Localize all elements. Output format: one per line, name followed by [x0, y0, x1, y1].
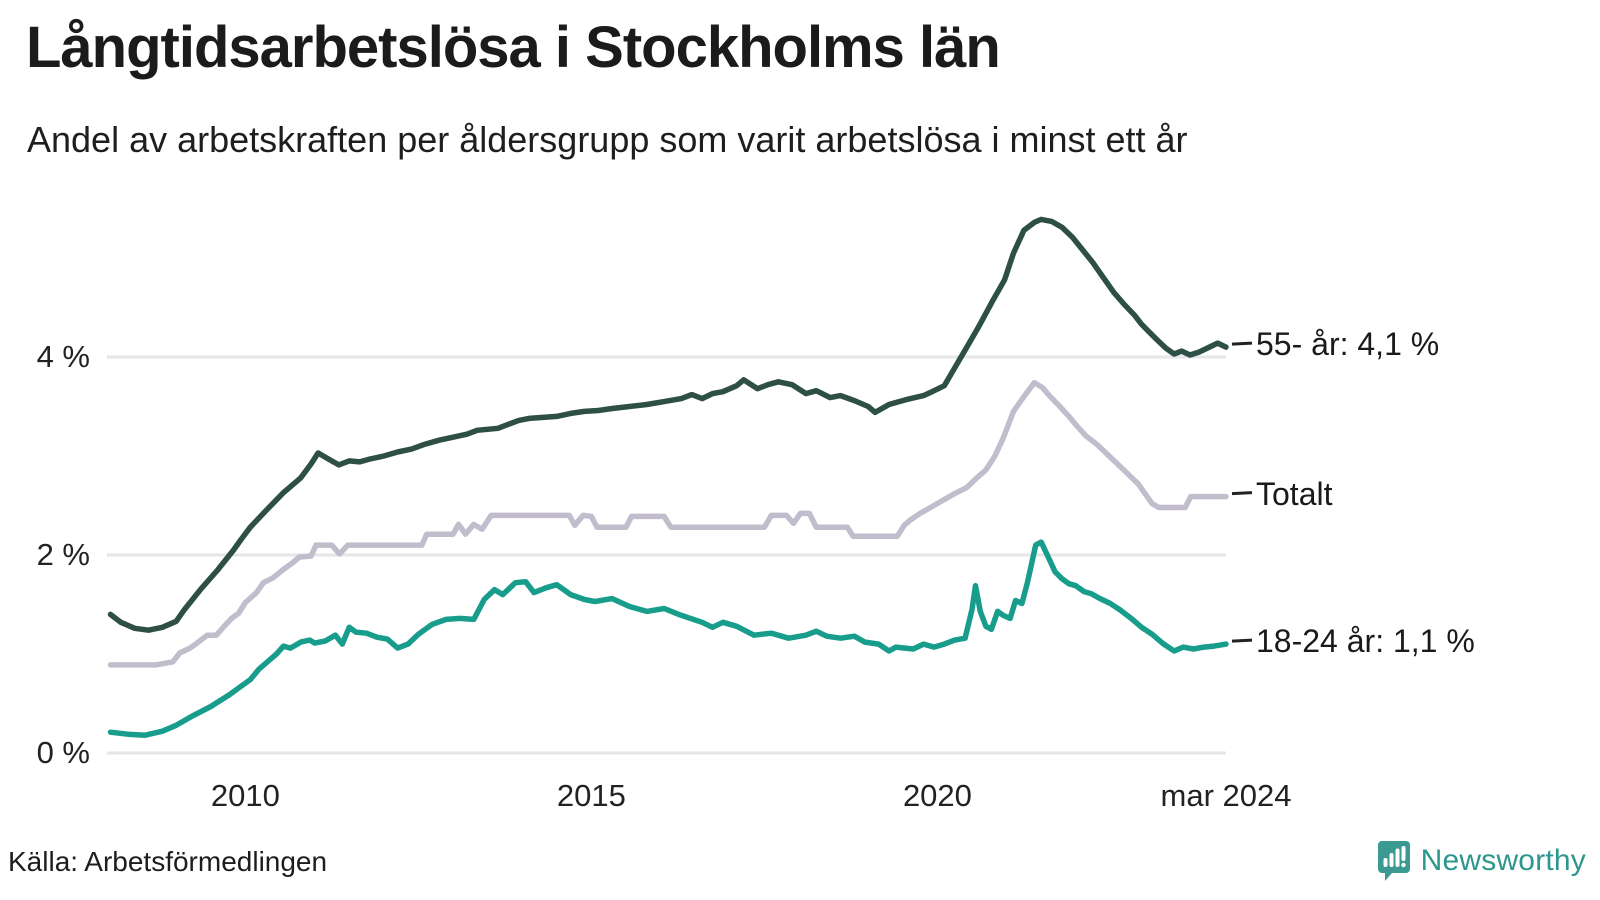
x-axis-tick-2020: 2020	[902, 778, 972, 813]
page-title: Långtidsarbetslösa i Stockholms län	[26, 15, 1001, 80]
line-series-1	[107, 379, 1229, 668]
series-label-55-plus: 55- år: 4,1 %	[1256, 326, 1440, 363]
y-axis-tick-0: 0 %	[36, 735, 90, 770]
x-axis-tick-2010: 2010	[210, 778, 280, 813]
label-tick-2	[1231, 638, 1253, 643]
logo-exclamation-bar	[1401, 846, 1406, 861]
label-tick-0	[1231, 341, 1253, 346]
series-label-18-24: 18-24 år: 1,1 %	[1256, 623, 1475, 660]
series-label-totalt: Totalt	[1256, 475, 1333, 512]
logo-bar-mid	[1389, 853, 1394, 867]
y-axis-tick-4: 4 %	[36, 339, 90, 374]
source-note: Källa: Arbetsförmedlingen	[8, 846, 328, 877]
line-series-0	[107, 216, 1229, 633]
logo-bar-short	[1383, 858, 1388, 867]
x-axis-tick-2015: 2015	[556, 778, 626, 813]
label-tick-1	[1231, 491, 1253, 496]
line-series-2	[107, 539, 1229, 738]
brand-name: Newsworthy	[1420, 844, 1586, 877]
newsworthy-logo-icon	[1377, 841, 1410, 881]
logo-exclamation-dot	[1400, 862, 1406, 868]
page-subtitle: Andel av arbetskraften per åldersgrupp s…	[27, 119, 1188, 160]
logo-bar-tall	[1395, 848, 1400, 867]
x-axis-tick-mar-2024: mar 2024	[1160, 778, 1292, 813]
y-axis-tick-2: 2 %	[36, 537, 90, 572]
newsworthy-brand: Newsworthy	[1377, 840, 1586, 882]
